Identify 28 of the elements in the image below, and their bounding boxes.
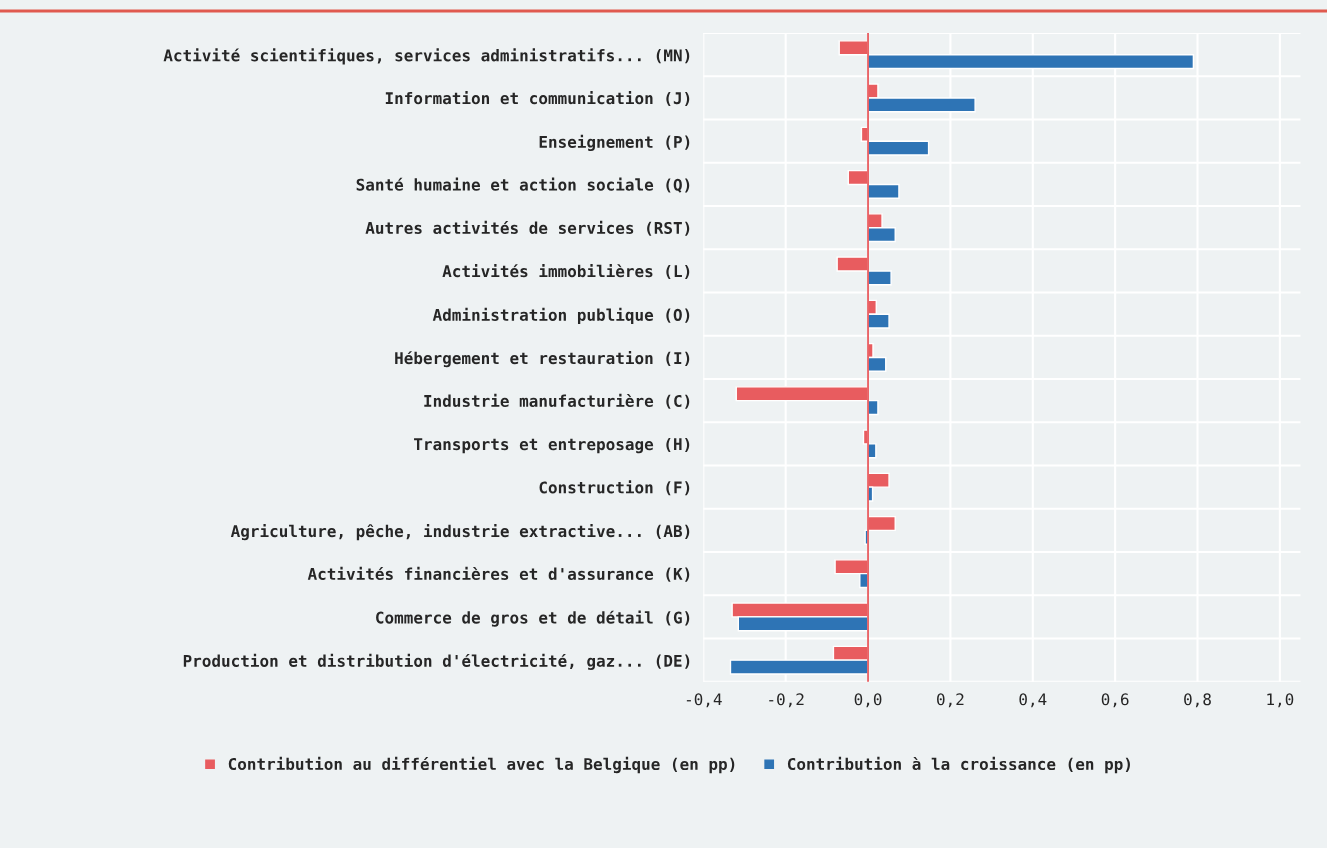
y-tick-label: Enseignement (P): [539, 134, 690, 151]
y-tick-label: Activité scientifiques, services administratifs... (MN): [163, 48, 690, 65]
bar: [867, 270, 892, 286]
y-tick-label: Activités immobilières (L): [442, 264, 690, 280]
y-tick-label: Santé humaine et action sociale (Q): [356, 177, 690, 193]
y-tick-label: Administration publique (O): [432, 307, 690, 324]
legend-label: Contribution à la croissance (en pp): [787, 756, 1130, 774]
y-tick-label: Construction (F): [539, 480, 690, 496]
x-tick-label: 1,0: [1267, 693, 1294, 708]
y-tick-label: Industrie manufacturière (C): [424, 393, 690, 409]
legend-label: Contribution au différentiel avec la Belgique (en pp): [228, 756, 735, 774]
y-tick-label: Production et distribution d'électricité, gaz... (DE): [183, 653, 690, 670]
y-tick-label: Agriculture, pêche, industrie extractive... (AB): [230, 523, 690, 541]
x-tick-label: -0,2: [769, 693, 804, 708]
bar: [867, 140, 930, 156]
y-tick-label: Autres activités de services (RST): [365, 220, 690, 236]
x-tick-label: 0,4: [1019, 693, 1047, 708]
x-tick-label: 0,6: [1101, 693, 1129, 708]
x-tick-label: 0,0: [854, 693, 882, 708]
y-tick-label: Transports et entreposage (H): [414, 437, 690, 454]
y-tick-label: Commerce de gros et de détail (G): [376, 610, 690, 627]
y-tick-label: Activités financières et d'assurance (K): [307, 566, 690, 582]
y-tick-label: Hébergement et restauration (I): [395, 350, 690, 368]
x-tick-label: -0,4: [686, 693, 722, 708]
bar: [867, 183, 900, 199]
x-tick-label: 0,8: [1184, 693, 1211, 708]
x-tick-label: 0,2: [937, 693, 964, 708]
y-tick-label: Information et communication (J): [385, 91, 690, 107]
